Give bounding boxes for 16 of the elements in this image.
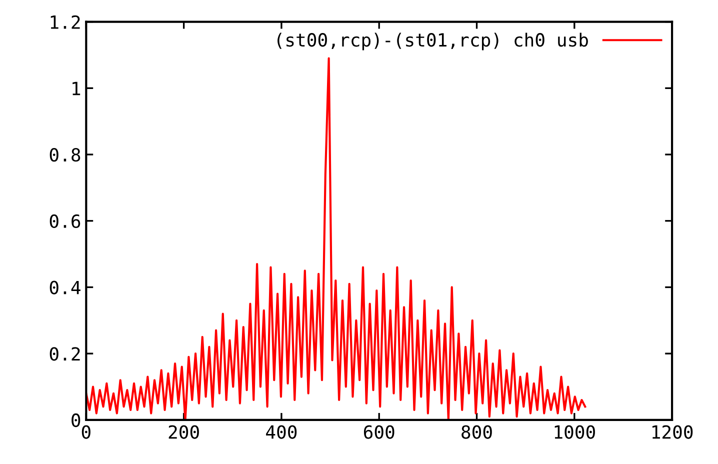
x-tick-label: 1200	[652, 425, 693, 439]
x-tick-label: 400	[266, 425, 297, 439]
x-tick-label: 0	[82, 425, 90, 439]
line-series	[86, 57, 586, 420]
y-tick-label: 0.4	[50, 280, 80, 294]
x-tick-label: 200	[168, 425, 199, 439]
y-tick-label: 1.2	[50, 15, 80, 29]
x-tick-label: 1000	[554, 425, 595, 439]
legend-label: (st00,rcp)-(st01,rcp) ch0 usb	[278, 32, 588, 50]
y-tick-label: 0.8	[50, 148, 80, 162]
y-tick-label: 0.6	[50, 214, 80, 228]
x-tick-label: 800	[462, 425, 492, 439]
y-tick-label: 0.2	[50, 347, 80, 361]
y-tick-label: 0	[72, 413, 80, 428]
x-tick-label: 600	[364, 425, 394, 439]
y-tick-label: 1	[72, 82, 80, 96]
